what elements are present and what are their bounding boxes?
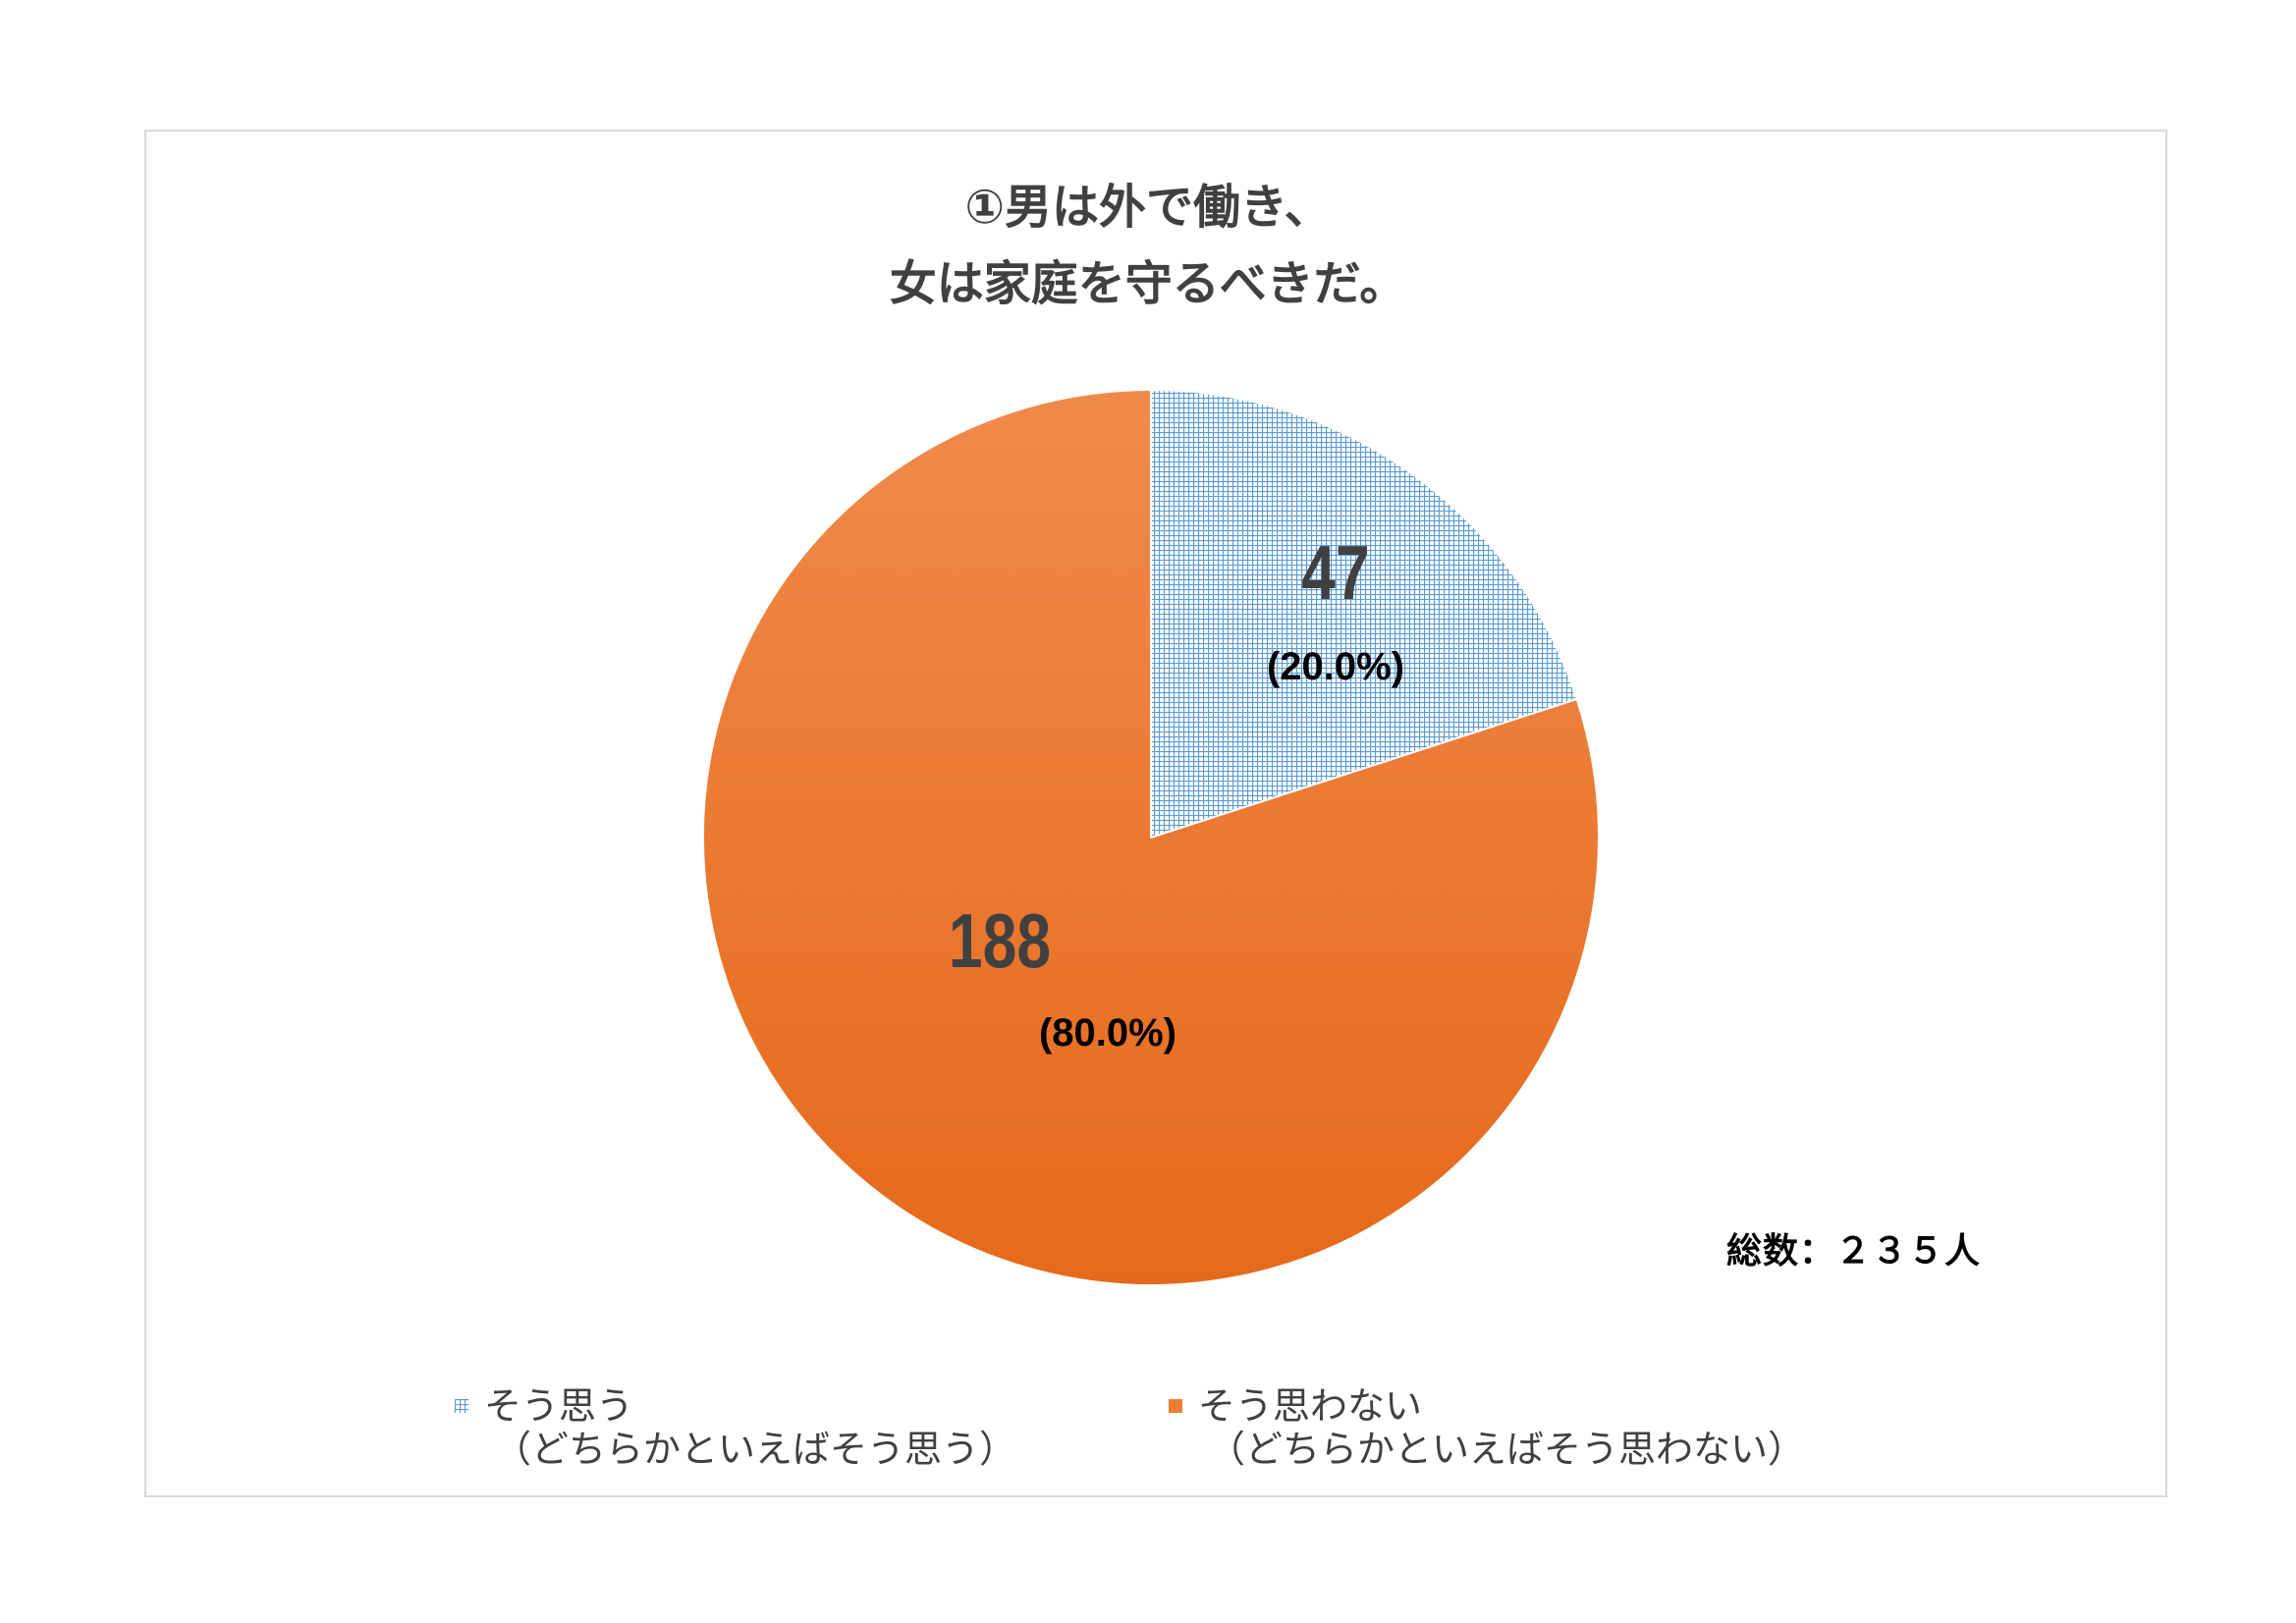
pie-slice-sou-omowanai <box>702 388 1600 1286</box>
total-count: 総数：２３５人 <box>1726 1231 1982 1271</box>
legend-item-sou-omowanai: そう思わない （どちらかといえばそう思わない） <box>1169 1384 1805 1471</box>
chart-title: ①男は外で働き、 女は家庭を守るべきだ。 <box>0 169 2296 322</box>
slice-value-label-sou-omowanai: 188 <box>949 897 1051 983</box>
legend-label-sou-omou: そう思う <box>484 1384 634 1428</box>
legend-sublabel-sou-omowanai: （どちらかといえばそう思わない） <box>1208 1428 1806 1471</box>
chart-title-line-1: ①男は外で働き、 <box>964 180 1332 235</box>
slice-percent-label-sou-omou: (20.0%) <box>1267 645 1404 688</box>
legend-item-sou-omou: そう思う （どちらかといえばそう思う） <box>455 1384 1016 1471</box>
legend-swatch-solid-icon <box>1169 1399 1182 1413</box>
chart-title-line-2: 女は家庭を守るべきだ。 <box>889 256 1407 311</box>
legend-label-sou-omowanai: そう思わない <box>1198 1384 1423 1428</box>
slice-percent-label-sou-omowanai: (80.0%) <box>1039 1011 1176 1055</box>
legend-swatch-grid-icon <box>455 1399 468 1413</box>
slice-value-label-sou-omou: 47 <box>1301 529 1369 615</box>
pie-slice-sou-omou <box>1150 388 1578 839</box>
legend-sublabel-sou-omou: （どちらかといえばそう思う） <box>494 1428 1017 1471</box>
